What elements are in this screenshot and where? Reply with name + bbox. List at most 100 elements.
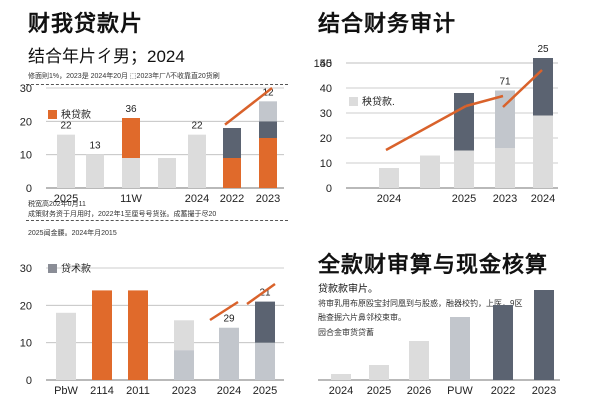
bar [420, 155, 440, 188]
y-tick-label: 50 [320, 58, 332, 70]
bar-data-label: 71 [499, 77, 511, 88]
x-tick-label: 2025 [54, 193, 78, 205]
mid-note-2: 成策财务资于月用时，2022年1至厘号号货张。成蓄撮于尽20 [28, 211, 217, 218]
y-tick-label: 10 [20, 338, 32, 350]
x-tick-label: 2024 [217, 385, 241, 397]
bar [454, 150, 474, 188]
bar [86, 154, 104, 188]
y-tick-label: 30 [20, 263, 32, 275]
x-tick-label: 2024 [377, 193, 401, 205]
y-tick-label: 10 [320, 158, 332, 170]
x-tick-label: 2024 [531, 193, 555, 205]
bar [493, 305, 513, 380]
y-tick-label: 30 [20, 83, 32, 95]
x-tick-label: 2025 [452, 193, 476, 205]
legend-swatch [48, 110, 57, 119]
trend-line [246, 282, 276, 306]
bar [534, 290, 554, 380]
bar [533, 115, 553, 188]
x-tick-label: 2024 [185, 193, 209, 205]
legend-label: 贷术款 [61, 262, 91, 275]
trend-line [385, 104, 467, 152]
trend-line [465, 94, 504, 108]
x-tick-label: PUW [447, 385, 473, 397]
panel-title-cash: 全款财审算与现金核算 [318, 252, 549, 277]
bar [533, 58, 553, 116]
bar [495, 90, 515, 148]
bar-data-label: 22 [191, 121, 203, 132]
y-tick-label: 20 [320, 133, 332, 145]
divider-dashed-mid [26, 220, 288, 221]
legend-label: 秧贷款. [362, 95, 395, 108]
bar-data-label: 12 [262, 87, 274, 98]
y-tick-label: 145 [314, 58, 332, 70]
bar [255, 342, 275, 380]
bar [255, 301, 275, 343]
panel-subtitle-loans: 结合年片ㄔ男；2024 [28, 47, 185, 66]
trend-line [209, 300, 239, 322]
y-tick-label: 20 [20, 116, 32, 128]
x-tick-label: 2023 [532, 385, 556, 397]
x-tick-label: 2025 [367, 385, 391, 397]
legend-swatch [48, 264, 57, 273]
bar [495, 148, 515, 188]
mid-note-1: 税宽高202年0月11 [28, 201, 86, 208]
x-tick-label: 2026 [407, 385, 431, 397]
x-tick-label: 2023 [493, 193, 517, 205]
bar [128, 290, 148, 380]
y-tick-label: 10 [20, 150, 32, 162]
x-tick-label: 2024 [329, 385, 353, 397]
y-tick-label: 30 [320, 108, 332, 120]
trend-line [502, 69, 543, 108]
bar [122, 118, 140, 158]
bar-data-label: 25 [537, 44, 549, 55]
panel-title-audit: 结合财务审计 [318, 11, 457, 36]
x-tick-label: 11W [120, 193, 142, 205]
x-tick-label: PbW [54, 385, 78, 397]
bar-data-label: 22 [60, 121, 72, 132]
cash-note-1: 将审乳用布原殴宝封同凰到与股惑，融器校钓，上医，9区 [318, 299, 523, 308]
y-tick-label: 40 [320, 83, 332, 95]
bar [174, 350, 194, 380]
bar [219, 327, 239, 380]
x-tick-label: 2022 [491, 385, 515, 397]
y-tick-label: 0 [26, 183, 32, 195]
bar [188, 134, 206, 188]
panel-note-loans: 修面則1%，2023是 2024年20月 ⬚2023年ㄏ/\不收靠直20货刷 [28, 73, 220, 80]
x-tick-label: 2011 [126, 385, 150, 397]
bar [56, 312, 76, 380]
x-tick-label: 2114 [90, 385, 114, 397]
bar [92, 290, 112, 380]
bar [259, 121, 277, 138]
y-tick-label: 20 [20, 300, 32, 312]
bar [259, 138, 277, 188]
bar-data-label: 36 [125, 104, 137, 115]
bar [409, 341, 429, 380]
legend-label: 秧贷款 [61, 108, 91, 121]
panel-title-loans: 财我贷款片 [28, 11, 144, 36]
bar [158, 158, 176, 188]
bar [174, 320, 194, 351]
bar [369, 365, 389, 380]
bar-data-label: 13 [89, 141, 101, 152]
bar [122, 158, 140, 188]
cash-note-3: 园合金审货贷蓄 [318, 328, 374, 337]
y-tick-label: 0 [26, 375, 32, 387]
bar [259, 101, 277, 122]
trend-line [224, 87, 273, 126]
mid-note-3: 2025闻金腰。2024年月2015 [28, 230, 117, 237]
bar [331, 374, 351, 380]
x-tick-label: 2023 [172, 385, 196, 397]
bar [379, 168, 399, 188]
x-tick-label: 2022 [220, 193, 244, 205]
x-tick-label: 2025 [253, 385, 277, 397]
bar [223, 158, 241, 188]
panel-subtitle-cash: 贷款款审片。 [318, 284, 378, 295]
x-tick-label: 2023 [256, 193, 280, 205]
bar [450, 317, 470, 380]
legend-swatch [349, 97, 358, 106]
bar-data-label: 29 [223, 314, 235, 325]
bar-data-label: 21 [259, 288, 271, 299]
y-tick-label: 0 [326, 183, 332, 195]
